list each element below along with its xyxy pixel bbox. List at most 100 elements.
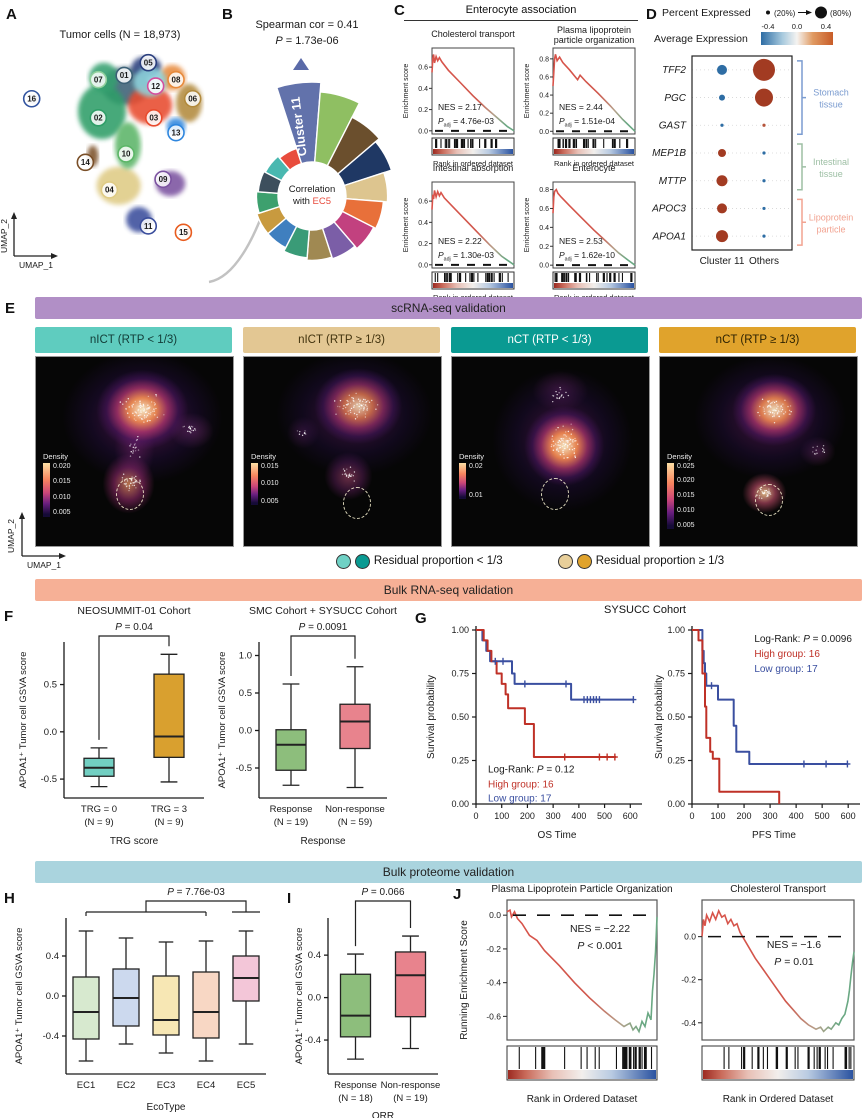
svg-text:(80%): (80%) [830,9,852,18]
svg-text:Low group: 17: Low group: 17 [488,793,552,804]
km-high-group-curve [476,629,617,758]
enrichment-curve [552,54,636,132]
svg-text:Enrichment score: Enrichment score [403,198,410,253]
svg-text:200: 200 [520,811,535,821]
expression-dot [755,88,773,107]
cluster-label-03: 03 [145,109,163,127]
svg-text:ORR: ORR [372,1111,394,1118]
svg-text:07: 07 [94,75,103,84]
svg-text:Cholesterol Transport: Cholesterol Transport [730,884,826,895]
density-umap-nict-low: Density 0.020 0.015 0.010 0.005 [35,356,234,547]
svg-text:0: 0 [473,811,478,821]
enrichment-curve [552,188,636,266]
residual-proportion-legend: Residual proportion < 1/3 Residual propo… [240,549,820,573]
svg-text:APOA1⁺ Tumor cell GSVA score: APOA1⁺ Tumor cell GSVA score [294,928,305,1065]
svg-text:0.2: 0.2 [539,111,549,118]
svg-text:100: 100 [494,811,509,821]
significance-bracket [145,900,247,912]
svg-text:0.0: 0.0 [418,262,428,269]
svg-text:Response: Response [300,836,345,847]
cluster-label-12: 12 [146,77,165,95]
svg-text:Response: Response [334,1080,377,1091]
subpanel-title-nict-high: nICT (RTP ≥ 1/3) [243,327,440,353]
expression-dot [720,123,724,127]
highlight-circle [115,477,144,510]
svg-text:NES = 2.17: NES = 2.17 [438,102,482,112]
svg-text:UMAP_2: UMAP_2 [6,519,16,553]
legend-circle [576,553,592,569]
density-blobs [660,357,857,546]
svg-text:0.75: 0.75 [667,669,685,679]
svg-text:0.0: 0.0 [308,993,321,1004]
svg-text:(N = 59): (N = 59) [338,817,373,828]
cluster-label-07: 07 [89,70,108,89]
svg-text:Response: Response [270,804,313,815]
svg-text:0.75: 0.75 [451,669,469,679]
svg-text:0.0: 0.0 [539,263,549,270]
svg-text:High group: 16: High group: 16 [754,649,820,660]
svg-text:0.4: 0.4 [539,93,549,100]
svg-text:Padj = 4.76e-03: Padj = 4.76e-03 [438,116,494,129]
legend-circle [335,553,351,569]
svg-text:Low group: 17: Low group: 17 [754,664,818,675]
svg-text:-0.4: -0.4 [762,22,775,31]
section-header-scrna-validation: scRNA-seq validation [35,297,862,319]
cluster11-pointer [293,58,309,70]
svg-text:Plasma lipoprotein: Plasma lipoprotein [557,25,631,35]
box [339,703,371,750]
svg-text:EC4: EC4 [197,1080,215,1091]
cluster-label-05: 05 [139,53,158,72]
density-umap-nct-low: Density 0.02 0.01 [451,356,650,547]
svg-text:P = 0.01: P = 0.01 [774,956,814,968]
expression-dot [717,203,727,214]
svg-text:500: 500 [815,811,830,821]
svg-text:EC5: EC5 [237,1080,255,1091]
panel-label-j: J [453,886,462,903]
svg-text:100: 100 [711,811,726,821]
subpanel-title-nct-low: nCT (RTP < 1/3) [451,327,648,353]
boxplot-smc-sysucc: 1.0 0.5 0.0 -0.5 Response (N = 19) Non-respons… [217,605,397,847]
legend-circle [354,553,370,569]
umap-tumor-cells-plot: Tumor cells (N = 18,973) 01 02 03 04 05 06 07 08… [0,29,202,270]
svg-text:0.50: 0.50 [667,712,685,722]
svg-text:08: 08 [172,75,181,84]
significance-bracket [290,635,356,676]
svg-text:11: 11 [144,222,153,231]
svg-text:NES = 2.22: NES = 2.22 [438,236,482,246]
svg-text:PGC: PGC [664,93,686,104]
svg-text:-0.2: -0.2 [681,975,696,985]
svg-text:APOA1⁺ Tumor cell GSVA score: APOA1⁺ Tumor cell GSVA score [18,652,29,789]
svg-text:0.50: 0.50 [451,712,469,722]
density-colorbar: Density 0.02 0.01 [459,451,485,499]
cluster-label-02: 02 [89,109,108,127]
svg-text:10: 10 [122,150,131,159]
svg-text:15: 15 [179,228,188,237]
enrichment-curve [431,53,515,132]
cluster-label-06: 06 [183,89,202,108]
svg-text:tissue: tissue [819,169,843,179]
rose-wedges [255,81,393,262]
svg-text:0.25: 0.25 [667,756,685,766]
svg-text:04: 04 [105,186,114,195]
svg-text:EC1: EC1 [77,1080,95,1091]
svg-text:1.00: 1.00 [451,625,469,635]
svg-text:0.5: 0.5 [44,680,57,691]
svg-text:12: 12 [151,82,160,91]
svg-text:01: 01 [120,71,129,80]
svg-text:0.4: 0.4 [418,86,428,93]
svg-text:Non-response: Non-response [381,1080,441,1091]
svg-text:EC3: EC3 [157,1080,175,1091]
highlight-circle [541,477,570,510]
svg-text:particle: particle [816,224,845,234]
enrichment-curve [431,189,515,266]
svg-text:APOA1⁺ Tumor cell GSVA score: APOA1⁺ Tumor cell GSVA score [217,652,228,789]
svg-text:400: 400 [571,811,586,821]
svg-text:NES = 2.53: NES = 2.53 [559,236,603,246]
svg-text:UMAP_1: UMAP_1 [19,260,53,270]
density-blobs [244,357,441,546]
subpanel-title-nct-high: nCT (RTP ≥ 1/3) [659,327,856,353]
box [153,673,185,758]
svg-text:Padj = 1.30e-03: Padj = 1.30e-03 [438,250,494,263]
